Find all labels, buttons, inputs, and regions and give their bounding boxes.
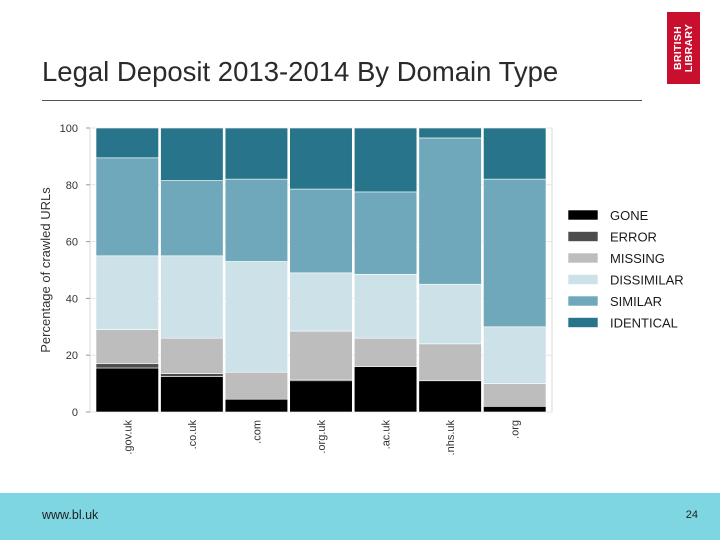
y-tick-label: 60 [66, 237, 78, 249]
bar-segment-similar [483, 178, 547, 328]
footer-bar: www.bl.uk 24 [0, 493, 720, 540]
bar-segment-similar [224, 178, 289, 262]
bar-segment-identical [95, 127, 159, 159]
slide-title: Legal Deposit 2013-2014 By Domain Type [42, 56, 559, 87]
bar-segment-gone [289, 380, 353, 413]
y-tick-label: 100 [60, 123, 78, 135]
y-tick-label: 80 [66, 180, 78, 192]
bar-segment-error [95, 363, 159, 369]
bar-segment-gone [95, 367, 159, 413]
y-tick-label: 0 [72, 407, 78, 419]
bar-segment-dissimilar [418, 283, 482, 345]
bar-segment-identical [160, 127, 224, 181]
legend-label: MISSING [610, 251, 665, 266]
legend-label: DISSIMILAR [610, 273, 684, 288]
bar-segment-missing [418, 343, 482, 382]
bar-segment-identical [483, 127, 547, 180]
y-axis-label: Percentage of crawled URLs [38, 187, 53, 353]
legend-swatch [567, 231, 599, 242]
bar-segment-dissimilar [224, 261, 289, 373]
bar-segment-missing [95, 329, 159, 365]
bar-segment-dissimilar [160, 255, 224, 339]
bar-segment-dissimilar [353, 273, 418, 339]
bar-segment-gone [483, 406, 547, 413]
y-tick-label: 40 [66, 293, 78, 305]
bar-segment-similar [418, 137, 482, 285]
bar-segment-gone [353, 366, 418, 413]
y-tick-label: 20 [66, 350, 78, 362]
bar-segment-missing [353, 337, 418, 367]
bar-segment-missing [483, 383, 547, 407]
bar-segment-similar [289, 188, 353, 274]
bar-segment-dissimilar [289, 272, 353, 332]
x-tick-label: .co.uk [187, 420, 199, 450]
legend-swatch [567, 295, 599, 307]
bar-segment-gone [418, 380, 482, 413]
legend-swatch [567, 274, 599, 285]
bar-segment-gone [224, 398, 289, 413]
legend-label: ERROR [610, 230, 657, 245]
bar-segment-identical [418, 127, 482, 139]
bar-segment-dissimilar [95, 255, 159, 330]
legend-label: SIMILAR [610, 294, 662, 309]
bar-segment-missing [289, 330, 353, 380]
legend-swatch [567, 209, 599, 221]
bar-segment-identical [224, 127, 289, 180]
x-tick-label: .nhs.uk [445, 420, 457, 456]
bar-segment-missing [160, 337, 224, 374]
bar-segment-identical [289, 127, 353, 190]
stacked-bar-chart: 0 20 40 60 80 100 Percentage of crawled URLs .g… [38, 123, 684, 456]
bar-segment-dissimilar [483, 326, 547, 384]
page-number: 24 [685, 509, 698, 521]
legend-swatch [567, 317, 599, 328]
legend-label: GONE [610, 208, 649, 223]
x-tick-label: .org.uk [316, 420, 328, 454]
bar-segment-identical [353, 127, 418, 193]
legend-label: IDENTICAL [610, 316, 678, 331]
footer-url: www.bl.uk [42, 508, 99, 522]
bar-segment-gone [160, 376, 224, 413]
x-tick-label: .gov.uk [122, 420, 134, 455]
x-tick-label: .org [510, 420, 522, 439]
bar-segment-similar [95, 157, 159, 257]
x-tick-label: .com [251, 420, 263, 444]
bar-segment-similar [353, 191, 418, 275]
legend-swatch [567, 252, 599, 264]
x-tick-label: .ac.uk [381, 420, 393, 450]
bar-segment-missing [224, 371, 289, 400]
british-library-logo: BRITISH LIBRARY [667, 12, 700, 84]
title-divider [42, 100, 642, 101]
bar-segment-error [160, 373, 224, 377]
bar-segment-similar [160, 180, 224, 257]
